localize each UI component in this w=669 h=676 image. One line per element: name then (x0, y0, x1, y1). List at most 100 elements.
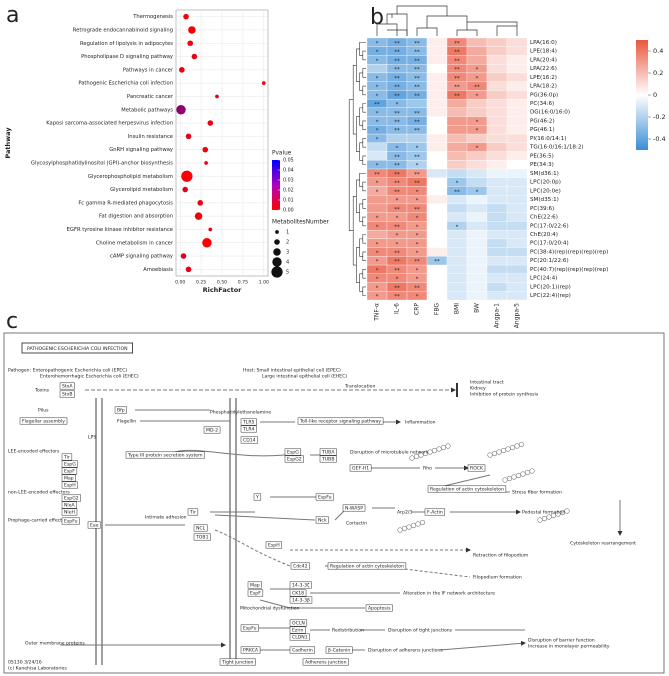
y-tick-label: Glycosylphosphatidylinositol (GPI)-ancho… (31, 160, 173, 166)
column-label: FBG (434, 303, 441, 315)
significance: ** (394, 268, 400, 274)
gene-box (247, 589, 264, 597)
heat-cell (506, 186, 528, 196)
gene-label: Regulation of actin cytoskeleton (430, 487, 504, 493)
significance: ** (414, 172, 420, 178)
gene-label: EspFu (243, 626, 257, 632)
pathway-label: Phosphatidylethanolamine (210, 410, 271, 416)
heat-cell (426, 37, 448, 47)
gene-box (61, 481, 78, 489)
gene-box (125, 451, 205, 459)
gene-box (284, 448, 302, 456)
dot (181, 170, 193, 182)
gene-box (349, 464, 372, 472)
significance: ** (394, 58, 400, 64)
heat-cell (466, 229, 488, 240)
gene-box (193, 533, 211, 541)
significance: ** (414, 285, 420, 291)
gene-label: EspF (250, 591, 261, 597)
y-tick-label: Retrograde endocannabinoid signaling (73, 27, 173, 33)
actin-bead (431, 447, 438, 454)
actin-bead (514, 443, 520, 449)
y-tick-label: Phospholipase D signaling pathway (81, 54, 173, 60)
heat-cell (486, 291, 508, 301)
pathway-label: Flagellin (117, 419, 136, 425)
color-tick-label: 0.05 (283, 158, 294, 164)
actin-bead (502, 477, 508, 483)
color-tick-label: 0 (653, 91, 657, 99)
significance: * (396, 102, 399, 108)
gene-label: TLR5 (242, 420, 255, 426)
heat-cell (486, 142, 508, 152)
pathway-label: Inflammation (405, 420, 436, 426)
pathway-label: Outer membrane proteins (25, 641, 85, 647)
row-label: PI(16:0/14:1) (530, 136, 566, 142)
significance: * (376, 277, 379, 283)
gene-box (240, 646, 261, 654)
heat-cell (466, 177, 488, 187)
column-label: BW (474, 303, 481, 313)
significance: ** (394, 189, 400, 195)
significance: ** (394, 50, 400, 56)
y-tick-label: Amoebiasis (143, 267, 173, 273)
dendrogram-branch (362, 234, 366, 244)
x-tick-label: 0.50 (217, 280, 227, 286)
significance: ** (374, 172, 380, 178)
gene-box (290, 562, 310, 570)
column-label: TNF-α (374, 303, 381, 322)
heat-cell (446, 238, 468, 248)
gene-box (59, 382, 75, 390)
heat-cell (466, 256, 488, 266)
y-axis-title: Pathway (4, 127, 12, 159)
actin-bead (422, 450, 429, 457)
heat-cell (446, 168, 468, 178)
color-tick-label: 0.01 (283, 198, 294, 204)
significance: * (416, 251, 419, 257)
pathway-label: Prophage-carried effectors (8, 518, 70, 524)
heat-cell (486, 72, 508, 82)
significance: * (396, 233, 399, 239)
actin-bead (427, 449, 433, 455)
significance: * (376, 58, 379, 64)
pathway-label: Intimate adhesion (145, 515, 187, 521)
heat-cell (466, 55, 488, 65)
dot (261, 81, 266, 85)
dot (197, 200, 204, 206)
size-key (271, 266, 283, 278)
actin-bead (529, 468, 535, 474)
row-label: LPC(22:4)(rep) (530, 293, 571, 299)
gene-label: β-Catenin (328, 648, 350, 654)
row-label: PC(39:6) (530, 206, 554, 212)
gene-label: N-WASP (345, 506, 363, 512)
pathway-label: Disruption of microtubule network (350, 450, 429, 456)
significance: ** (394, 224, 400, 230)
significance: ** (414, 93, 420, 99)
heat-cell (506, 256, 528, 266)
heat-cell (506, 273, 528, 283)
gene-box (284, 455, 304, 463)
gene-box (114, 406, 127, 414)
column-label: IL-6 (394, 303, 401, 314)
heat-cell (366, 151, 388, 161)
heat-cell (446, 151, 468, 161)
gene-box (302, 658, 349, 666)
pathway-label: Pathogen: Enteropathogenic Escherichia c… (8, 368, 127, 374)
dot (179, 67, 185, 73)
heat-cell (506, 107, 528, 117)
heat-cell (406, 133, 428, 143)
significance: * (456, 181, 459, 187)
row-label: LPC(24:4) (530, 276, 557, 282)
significance: ** (414, 41, 420, 47)
significance: * (396, 216, 399, 222)
gene-box (342, 504, 366, 512)
dot (208, 227, 213, 232)
dendrogram-branch (356, 247, 360, 283)
actin-bead (506, 475, 513, 482)
heat-cell (486, 264, 508, 274)
gene-box (61, 494, 81, 502)
row-label: PG(36:0p) (530, 92, 558, 98)
significance: ** (394, 154, 400, 160)
heat-cell (446, 282, 468, 292)
significance: ** (414, 85, 420, 91)
